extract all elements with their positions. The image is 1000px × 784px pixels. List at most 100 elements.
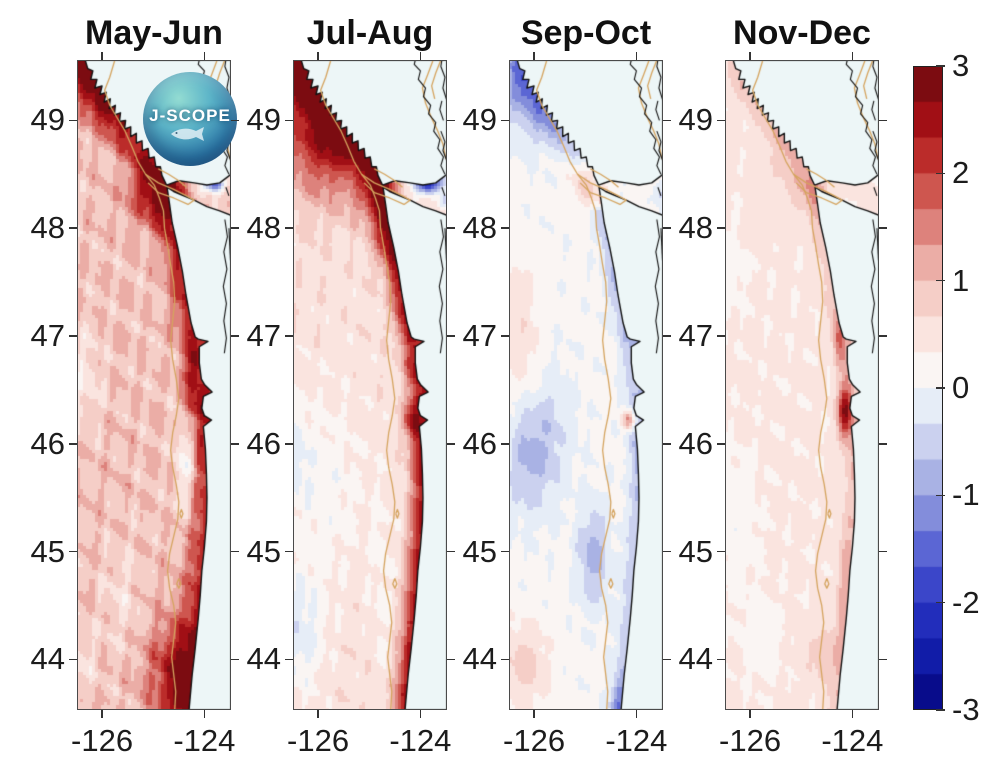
y-tick-mark bbox=[231, 550, 239, 553]
y-tick-mark bbox=[231, 119, 239, 122]
x-tick-mark bbox=[749, 52, 751, 60]
y-tick-label: 49 bbox=[462, 102, 497, 138]
x-tick-mark bbox=[419, 52, 422, 60]
x-tick-label: -124 bbox=[821, 723, 884, 758]
y-tick-label: 46 bbox=[30, 425, 65, 461]
panel-title-jul-aug: Jul-Aug bbox=[306, 14, 434, 52]
map-canvas-may-jun bbox=[77, 60, 231, 710]
y-tick-mark bbox=[879, 550, 887, 553]
y-tick-label: 48 bbox=[246, 210, 281, 246]
y-tick-mark bbox=[447, 550, 455, 553]
y-tick-label: 46 bbox=[462, 425, 497, 461]
y-tick-mark bbox=[879, 227, 887, 229]
map-canvas-jul-aug bbox=[293, 60, 447, 710]
x-tick-mark bbox=[851, 52, 854, 60]
x-tick-mark bbox=[533, 52, 535, 60]
y-tick-label: 45 bbox=[30, 533, 65, 569]
y-tick-mark bbox=[663, 550, 671, 553]
x-tick-label: -124 bbox=[389, 723, 452, 758]
y-tick-label: 44 bbox=[246, 641, 281, 677]
y-tick-mark bbox=[69, 550, 77, 553]
x-tick-mark bbox=[749, 710, 751, 718]
y-tick-label: 48 bbox=[30, 210, 65, 246]
y-tick-mark bbox=[717, 119, 725, 122]
y-tick-mark bbox=[447, 119, 455, 122]
y-tick-mark bbox=[663, 335, 671, 337]
y-tick-mark bbox=[447, 227, 455, 229]
y-tick-label: 47 bbox=[30, 317, 65, 353]
y-tick-mark bbox=[231, 335, 239, 337]
x-tick-mark bbox=[101, 52, 103, 60]
y-tick-mark bbox=[879, 335, 887, 337]
y-tick-mark bbox=[663, 658, 671, 661]
x-tick-mark bbox=[203, 52, 206, 60]
y-tick-mark bbox=[285, 550, 293, 553]
colorbar-tick-mark bbox=[936, 279, 945, 282]
y-tick-mark bbox=[879, 658, 887, 661]
map-canvas-nov-dec bbox=[725, 60, 879, 710]
y-tick-mark bbox=[717, 227, 725, 229]
y-tick-mark bbox=[285, 227, 293, 229]
y-tick-mark bbox=[717, 442, 725, 445]
x-tick-mark bbox=[635, 710, 638, 718]
x-tick-label: -124 bbox=[173, 723, 236, 758]
y-tick-mark bbox=[447, 442, 455, 445]
panel-title-may-jun: May-Jun bbox=[85, 14, 223, 52]
colorbar-tick-label: 3 bbox=[952, 48, 970, 83]
x-tick-mark bbox=[203, 710, 206, 718]
y-tick-mark bbox=[663, 227, 671, 229]
y-tick-label: 47 bbox=[246, 317, 281, 353]
y-tick-mark bbox=[231, 658, 239, 661]
colorbar-tick-mark bbox=[936, 601, 945, 604]
colorbar-tick-mark bbox=[936, 709, 945, 711]
y-tick-mark bbox=[69, 442, 77, 445]
y-tick-label: 45 bbox=[462, 533, 497, 569]
colorbar-tick-label: -3 bbox=[952, 692, 980, 727]
colorbar-tick-label: 2 bbox=[952, 155, 970, 190]
x-tick-label: -126 bbox=[71, 723, 134, 758]
y-tick-label: 45 bbox=[246, 533, 281, 569]
y-tick-label: 46 bbox=[246, 425, 281, 461]
y-tick-mark bbox=[285, 658, 293, 661]
y-tick-mark bbox=[69, 227, 77, 229]
y-tick-mark bbox=[69, 119, 77, 122]
x-tick-mark bbox=[101, 710, 103, 718]
x-tick-mark bbox=[851, 710, 854, 718]
map-canvas-sep-oct bbox=[509, 60, 663, 710]
y-tick-mark bbox=[69, 658, 77, 661]
y-tick-label: 44 bbox=[30, 641, 65, 677]
y-tick-mark bbox=[717, 658, 725, 661]
y-tick-mark bbox=[663, 119, 671, 122]
colorbar-tick-mark bbox=[936, 65, 945, 67]
y-tick-label: 49 bbox=[30, 102, 65, 138]
y-tick-mark bbox=[231, 227, 239, 229]
fish-icon bbox=[171, 126, 204, 141]
x-tick-mark bbox=[419, 710, 422, 718]
colorbar-tick-label: -1 bbox=[952, 477, 980, 512]
y-tick-label: 44 bbox=[678, 641, 713, 677]
y-tick-mark bbox=[69, 335, 77, 337]
colorbar-tick-mark bbox=[936, 387, 945, 389]
y-tick-label: 49 bbox=[678, 102, 713, 138]
x-tick-mark bbox=[533, 710, 535, 718]
y-tick-mark bbox=[231, 442, 239, 445]
y-tick-mark bbox=[447, 335, 455, 337]
y-tick-mark bbox=[501, 442, 509, 445]
x-tick-label: -126 bbox=[503, 723, 566, 758]
colorbar-tick-label: 1 bbox=[952, 263, 970, 298]
y-tick-mark bbox=[501, 550, 509, 553]
y-tick-label: 47 bbox=[462, 317, 497, 353]
y-tick-label: 49 bbox=[246, 102, 281, 138]
y-tick-mark bbox=[285, 335, 293, 337]
panel-title-nov-dec: Nov-Dec bbox=[733, 14, 871, 52]
x-tick-label: -126 bbox=[287, 723, 350, 758]
y-tick-mark bbox=[447, 658, 455, 661]
x-tick-mark bbox=[635, 52, 638, 60]
y-tick-label: 45 bbox=[678, 533, 713, 569]
y-tick-label: 48 bbox=[462, 210, 497, 246]
y-tick-label: 48 bbox=[678, 210, 713, 246]
y-tick-mark bbox=[285, 119, 293, 122]
x-tick-mark bbox=[317, 52, 319, 60]
y-tick-mark bbox=[501, 335, 509, 337]
